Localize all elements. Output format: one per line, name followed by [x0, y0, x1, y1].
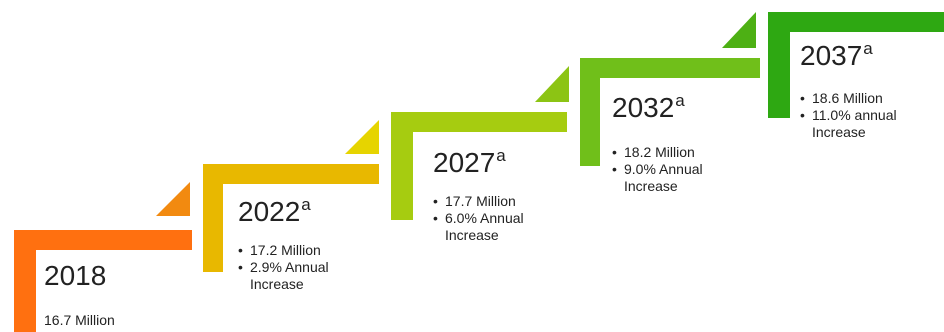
connector-triangle-3: [535, 66, 571, 102]
step-year-text: 2018: [44, 260, 107, 291]
step-2027-frame: [391, 112, 571, 222]
detail-line: 17.7 Million: [433, 193, 555, 210]
step-2018-year: 2018: [44, 262, 107, 290]
step-2018-frame: [14, 230, 194, 332]
step-2032-details: 18.2 Million 9.0% Annual Increase: [612, 144, 734, 195]
step-2037-details: 18.6 Million 11.0% annual Increase: [800, 90, 922, 141]
step-year-superscript: a: [863, 39, 873, 58]
connector-triangle-4: [722, 12, 758, 48]
detail-line-text: 2.9% Annual Increase: [250, 259, 329, 292]
step-year-text: 2022: [238, 196, 301, 227]
step-2027-year: 2027a: [433, 146, 506, 178]
step-2032-frame: [580, 58, 760, 168]
step-year-text: 2037: [800, 40, 863, 71]
step-2022-frame: [203, 164, 383, 274]
detail-line: 18.2 Million: [612, 144, 734, 161]
detail-line-text: 9.0% Annual Increase: [624, 161, 703, 194]
step-2037-year: 2037a: [800, 39, 873, 71]
step-year-superscript: a: [301, 195, 311, 214]
step-2018-value: 16.7 Million: [44, 312, 115, 328]
step-year-superscript: a: [496, 146, 506, 165]
step-2032-year: 2032a: [612, 91, 685, 123]
connector-triangle-2: [345, 120, 381, 154]
detail-line: 11.0% annual Increase: [800, 107, 922, 141]
connector-triangle-1: [156, 182, 192, 216]
detail-line: 18.6 Million: [800, 90, 922, 107]
step-2022-details: 17.2 Million 2.9% Annual Increase: [238, 242, 370, 293]
detail-line: 6.0% Annual Increase: [433, 210, 555, 244]
step-2022-year: 2022a: [238, 195, 311, 227]
step-year-superscript: a: [675, 91, 685, 110]
detail-line: 2.9% Annual Increase: [238, 259, 370, 293]
detail-line-text: 11.0% annual Increase: [812, 107, 897, 140]
step-year-text: 2032: [612, 92, 675, 123]
step-2037-frame: [768, 12, 944, 120]
step-2027-details: 17.7 Million 6.0% Annual Increase: [433, 193, 555, 244]
detail-line: 17.2 Million: [238, 242, 370, 259]
detail-line-text: 6.0% Annual Increase: [445, 210, 524, 243]
step-year-text: 2027: [433, 147, 496, 178]
detail-line: 9.0% Annual Increase: [612, 161, 734, 195]
